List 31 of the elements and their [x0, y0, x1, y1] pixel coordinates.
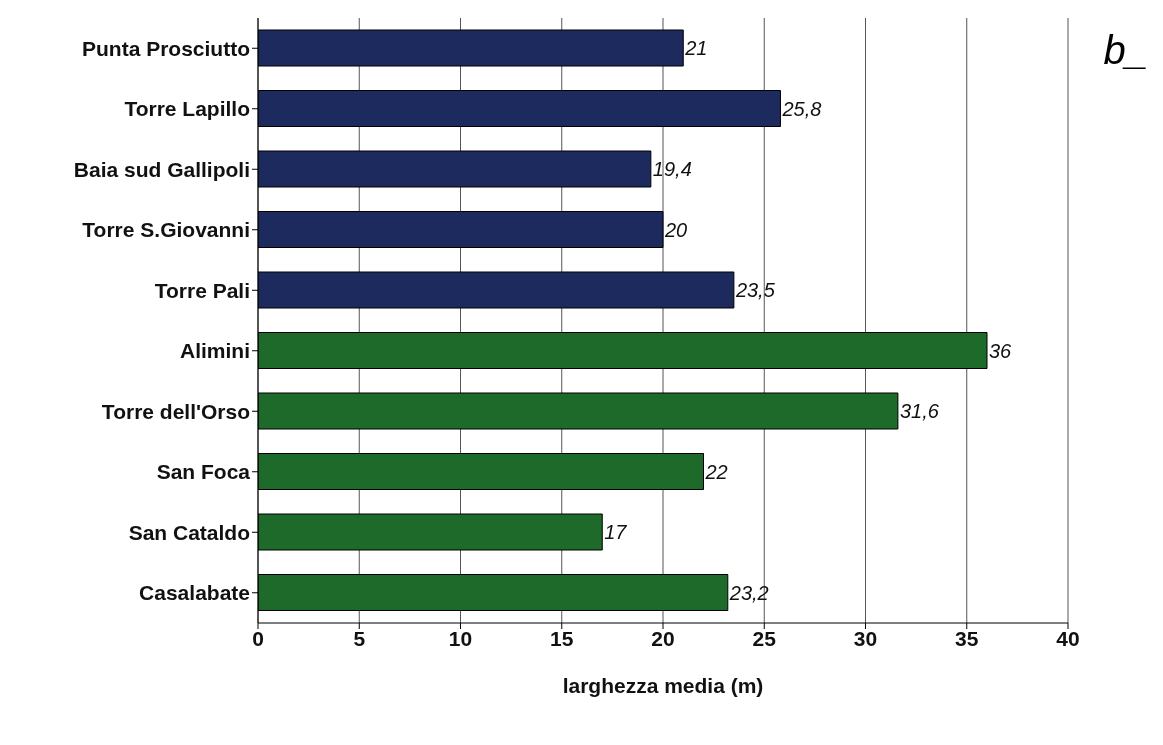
data-label: 20: [664, 218, 688, 241]
y-tick-label: Alimini: [179, 339, 250, 363]
x-tick-label: 10: [448, 626, 473, 650]
data-label: 23,5: [734, 279, 776, 301]
y-tick-label: Torre Lapillo: [124, 97, 250, 121]
x-tick-label: 5: [353, 626, 366, 650]
y-tick-label: Punta Prosciutto: [81, 36, 250, 60]
y-tick-label: Casalabate: [139, 581, 250, 605]
y-tick-label: Torre Pali: [154, 278, 250, 302]
data-label: 23,2: [728, 581, 769, 604]
data-label: 31,6: [899, 400, 940, 422]
data-label: 17: [604, 521, 628, 543]
y-tick-label: San Cataldo: [128, 520, 250, 544]
x-axis-title: larghezza media (m): [562, 674, 764, 697]
text: b_: [1103, 28, 1148, 73]
x-tick-label: 40: [1056, 626, 1080, 650]
data-label: 22: [704, 460, 728, 483]
x-tick-label: 25: [752, 626, 777, 650]
data-label: 21: [684, 37, 708, 59]
y-tick-label: Torre S.Giovanni: [82, 218, 250, 242]
x-tick-label: 35: [955, 626, 979, 650]
x-tick-label: 15: [550, 626, 574, 650]
y-tick-label: San Foca: [156, 460, 251, 484]
x-tick-label: 0: [252, 626, 264, 650]
data-label: 19,4: [652, 158, 692, 180]
x-tick-label: 20: [651, 626, 675, 650]
data-label: 25,8: [781, 97, 822, 120]
y-tick-label: Torre dell'Orso: [101, 399, 250, 423]
data-label: 36: [989, 339, 1013, 362]
y-tick-label: Baia sud Gallipoli: [73, 157, 250, 181]
x-tick-label: 30: [853, 626, 878, 650]
